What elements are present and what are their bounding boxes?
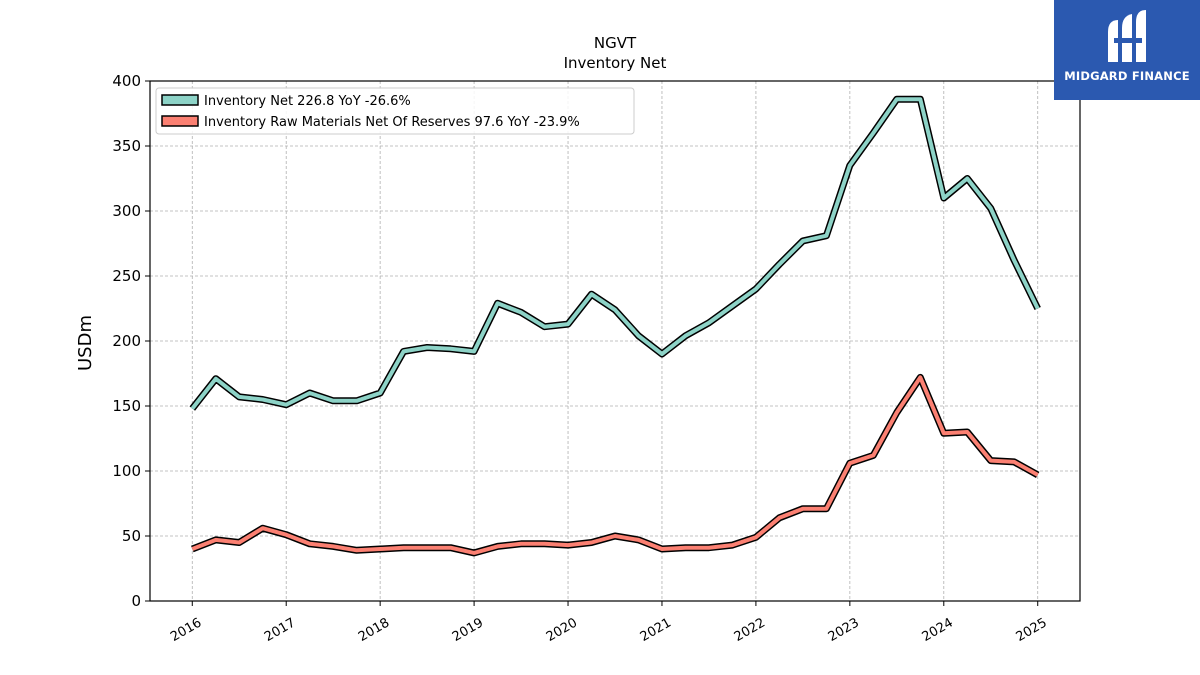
y-axis-label: USDm <box>75 315 96 371</box>
series-lines <box>189 95 1041 557</box>
midgard-logo-icon <box>1108 10 1146 62</box>
y-tick-label: 150 <box>112 397 141 415</box>
y-tick-label: 350 <box>112 137 141 155</box>
y-tick-label: 0 <box>131 592 141 610</box>
x-tick-label: 2021 <box>638 615 674 645</box>
x-tick-label: 2020 <box>544 615 580 645</box>
grid-lines <box>150 80 1080 602</box>
y-tick-label: 400 <box>112 72 141 90</box>
chart-subtitle: Inventory Net <box>564 54 667 72</box>
brand-name: MIDGARD FINANCE <box>1064 69 1190 83</box>
y-tick-label: 250 <box>112 267 141 285</box>
brand-logo: MIDGARD FINANCE <box>1054 0 1200 100</box>
y-tick-label: 100 <box>112 462 141 480</box>
chart-title: NGVT <box>594 34 637 52</box>
plot-frame <box>149 80 1081 602</box>
y-tick-label: 50 <box>122 527 141 545</box>
legend-swatch-1 <box>161 94 199 106</box>
series-outline-2 <box>191 373 1040 557</box>
legend-swatch-2 <box>161 115 199 127</box>
legend: Inventory Net 226.8 YoY -26.6% Inventory … <box>155 87 635 135</box>
legend-label-1: Inventory Net 226.8 YoY -26.6% <box>204 94 411 109</box>
x-tick-label: 2022 <box>732 615 768 645</box>
y-tick-label: 200 <box>112 332 141 350</box>
y-tick-label: 300 <box>112 202 141 220</box>
x-tick-label: 2025 <box>1014 615 1050 645</box>
series-line-1 <box>190 97 1040 410</box>
x-tick-label: 2018 <box>356 615 392 645</box>
x-tick-label: 2024 <box>920 615 956 645</box>
legend-label-2: Inventory Raw Materials Net Of Reserves … <box>204 115 580 130</box>
x-tick-label: 2023 <box>826 615 862 645</box>
legend-box <box>155 87 635 135</box>
x-tick-label: 2017 <box>262 615 298 645</box>
series-line-2 <box>191 375 1039 555</box>
x-tick-label: 2019 <box>450 615 486 645</box>
x-tick-label: 2016 <box>168 615 204 645</box>
